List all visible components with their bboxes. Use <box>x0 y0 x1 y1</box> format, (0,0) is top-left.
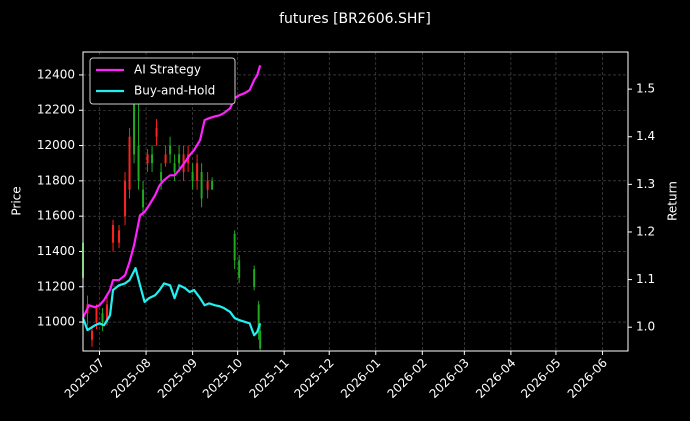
candle-body <box>191 172 194 181</box>
x-tick-label: 2025-11 <box>246 356 291 401</box>
candle-body <box>206 180 209 190</box>
line-series <box>81 267 262 337</box>
candle-body <box>155 127 158 137</box>
candle-body <box>253 269 256 287</box>
y2-tick-label: 1.3 <box>636 177 655 191</box>
y2-axis-label: Return <box>666 181 680 221</box>
candle-body <box>211 180 214 190</box>
candle-body <box>259 330 262 349</box>
legend-box <box>89 57 236 105</box>
candle-body <box>151 154 154 164</box>
x-tick-label: 2026-05 <box>518 356 563 401</box>
chart-title: futures [BR2606.SHF] <box>279 11 431 27</box>
x-tick-label: 2025-07 <box>62 356 107 401</box>
x-tick-label: 2026-03 <box>427 356 472 401</box>
y-axis-label: Price <box>10 186 24 215</box>
candle-body <box>200 172 203 199</box>
y-tick-label: 11600 <box>37 209 75 223</box>
candle-body <box>128 136 131 190</box>
candle-body <box>112 224 115 243</box>
y2-tick-label: 1.5 <box>636 82 655 96</box>
y-tick-label: 12000 <box>37 138 75 152</box>
plot-frame <box>82 51 629 352</box>
x-tick-label: 2026-06 <box>565 356 610 401</box>
candle-body <box>124 180 127 217</box>
candle-body <box>164 154 167 164</box>
y2-tick-label: 1.0 <box>636 320 655 334</box>
legend-label: AI Strategy <box>134 63 201 77</box>
x-tick-label: 2025-09 <box>155 356 200 401</box>
x-tick-label: 2025-10 <box>200 356 245 401</box>
candle-body <box>169 145 172 155</box>
candle-body <box>146 154 149 164</box>
x-tick-label: 2026-04 <box>473 356 518 401</box>
candle-body <box>178 154 181 164</box>
candle-body <box>137 145 140 181</box>
y2-tick-label: 1.1 <box>636 272 655 286</box>
candle-body <box>95 307 98 323</box>
x-tick-label: 2025-08 <box>108 356 153 401</box>
candle-body <box>257 304 260 331</box>
x-tick-label: 2025-12 <box>291 356 336 401</box>
y-tick-label: 11200 <box>37 279 75 293</box>
y-tick-label: 11400 <box>37 244 75 258</box>
y2-tick-label: 1.4 <box>636 129 655 143</box>
candle-body <box>173 163 176 173</box>
candle-body <box>238 260 241 278</box>
candle-body <box>142 189 145 208</box>
candle-body <box>106 304 109 323</box>
x-tick-label: 2026-02 <box>385 356 430 401</box>
y-tick-label: 12200 <box>37 103 75 117</box>
candle-body <box>118 230 121 243</box>
candle-body <box>233 233 236 261</box>
candle-body <box>196 163 199 181</box>
y-tick-label: 12400 <box>37 67 75 81</box>
candle-body <box>101 313 104 323</box>
legend-label: Buy-and-Hold <box>134 84 215 98</box>
y-tick-label: 11000 <box>37 315 75 329</box>
candle-body <box>133 101 136 155</box>
candle-body <box>160 172 163 181</box>
candle-body <box>91 330 94 340</box>
x-tick-label: 2026-01 <box>338 356 383 401</box>
y2-tick-label: 1.2 <box>636 224 655 238</box>
y-tick-label: 11800 <box>37 173 75 187</box>
